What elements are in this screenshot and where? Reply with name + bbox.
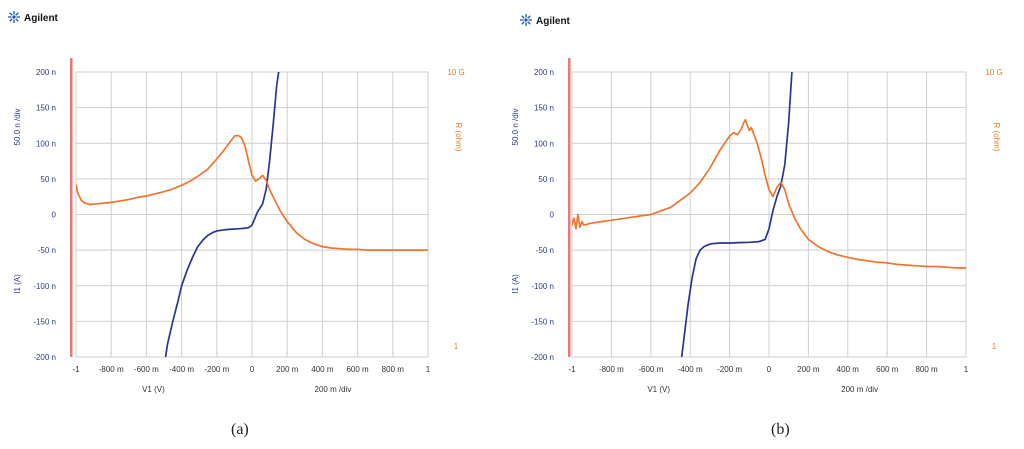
y-axis-label-left: I1 (A) (13, 274, 22, 294)
y-tick-label: 0 (52, 211, 57, 220)
x-tick-label: 400 m (837, 365, 860, 374)
x-axis-label: V1 (V) (647, 385, 670, 394)
y-tick-label: 100 n (36, 139, 56, 148)
y-tick-label: -100 n (33, 282, 56, 291)
y-tick-label: 200 n (534, 68, 554, 77)
y-tick-label: 150 n (36, 104, 56, 113)
right-axis-bottom-label: 1 (454, 342, 459, 351)
right-axis-top-label: 10 G (447, 68, 464, 77)
chart-panel-b: Agilent 200 n 150 n 100 n 50 n 0 -50 n -100 n -1… (512, 14, 1003, 394)
caption-a: (a) (231, 421, 249, 438)
y-tick-label: -200 n (33, 353, 56, 362)
y-tick-label: 0 (550, 211, 555, 220)
x-tick-label: -1 (568, 365, 576, 374)
x-tick-label: -400 m (678, 365, 703, 374)
x-scale-label: 200 m /div (841, 385, 878, 394)
x-tick-label: 400 m (311, 365, 334, 374)
x-tick-label: 0 (250, 365, 255, 374)
spark-icon (9, 12, 13, 16)
left-marker-bar (70, 58, 73, 357)
x-scale-label: 200 m /div (315, 385, 352, 394)
x-tick-label: 800 m (382, 365, 405, 374)
y-tick-label: -100 n (531, 282, 554, 291)
brand-label: Agilent (536, 16, 571, 27)
y-tick-label: 100 n (534, 139, 554, 148)
series-line-i1 (680, 72, 793, 357)
series-line-r (572, 118, 966, 269)
y-tick-label: -200 n (531, 353, 554, 362)
y-scale-label: 50.0 n /div (13, 109, 22, 146)
x-tick-label: -400 m (169, 365, 194, 374)
y-tick-label: -50 n (38, 246, 56, 255)
x-tick-label: -600 m (638, 365, 663, 374)
x-tick-label: -800 m (599, 365, 624, 374)
y-tick-label: -150 n (531, 317, 554, 326)
y-tick-label: -150 n (33, 317, 56, 326)
spark-center-icon (524, 18, 528, 22)
y-tick-label: 50 n (538, 175, 554, 184)
x-tick-label: 200 m (797, 365, 820, 374)
caption-b: (b) (771, 421, 790, 438)
x-tick-label: 600 m (346, 365, 369, 374)
x-tick-label: -600 m (134, 365, 159, 374)
spark-icon (527, 21, 531, 25)
x-tick-label: 200 m (276, 365, 299, 374)
chart-panel-a: Agilent 200 n 150 n 100 n 50 n 0 -50 n -100 n -1… (8, 11, 465, 394)
spark-icon (527, 15, 531, 19)
brand-label: Agilent (24, 13, 59, 24)
agilent-logo (520, 14, 532, 26)
y-axis-label-left: I1 (A) (512, 274, 520, 294)
y-tick-label: 50 n (40, 175, 56, 184)
spark-icon (521, 21, 525, 25)
y-tick-label: 150 n (534, 104, 554, 113)
x-tick-label: 600 m (876, 365, 899, 374)
y-tick-label: 200 n (36, 68, 56, 77)
spark-center-icon (12, 15, 16, 19)
y-scale-label: 50.0 n /div (512, 109, 520, 146)
x-tick-label: -800 m (99, 365, 124, 374)
x-tick-label: 0 (767, 365, 772, 374)
series-line-r (76, 134, 428, 251)
agilent-logo (8, 11, 20, 23)
x-tick-label: -200 m (717, 365, 742, 374)
spark-icon (9, 18, 13, 22)
spark-icon (15, 12, 19, 16)
right-axis-top-label: 10 G (985, 68, 1002, 77)
x-tick-label: 1 (964, 365, 969, 374)
y-axis-label-right: R (ohm) (992, 123, 1001, 152)
y-tick-label: -50 n (536, 246, 554, 255)
spark-icon (15, 18, 19, 22)
x-tick-label: -200 m (204, 365, 229, 374)
x-tick-label: -1 (72, 365, 80, 374)
x-tick-label: 800 m (915, 365, 938, 374)
right-axis-bottom-label: 1 (992, 342, 997, 351)
x-axis-label: V1 (V) (142, 385, 165, 394)
left-marker-bar (568, 58, 571, 357)
spark-icon (521, 15, 525, 19)
y-axis-label-right: R (ohm) (454, 123, 463, 152)
x-tick-label: 1 (426, 365, 431, 374)
series-line-i1 (164, 72, 280, 357)
